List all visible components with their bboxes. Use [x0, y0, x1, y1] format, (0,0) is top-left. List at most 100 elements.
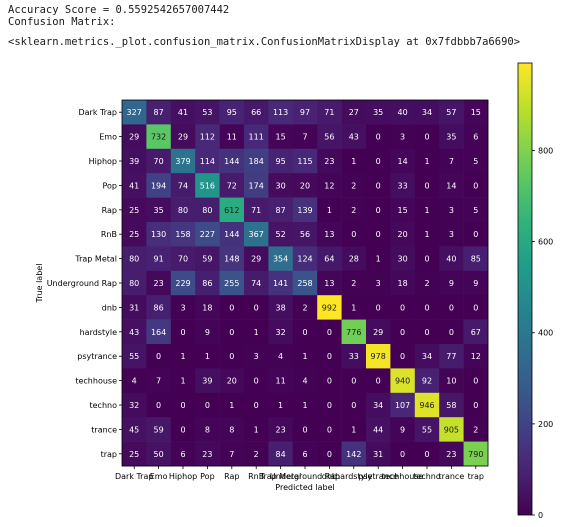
heatmap-cell	[244, 173, 269, 198]
cell-value-label: 516	[200, 181, 215, 190]
cell-value-label: 52	[276, 230, 286, 239]
heatmap-cell	[170, 392, 196, 418]
cell-value-label: 23	[154, 279, 164, 288]
heatmap-cell	[414, 270, 440, 296]
heatmap-cell	[170, 173, 196, 198]
cell-value-label: 97	[300, 108, 310, 117]
heatmap-cell	[463, 441, 489, 467]
heatmap-cell	[244, 246, 269, 272]
heatmap-cell	[317, 124, 342, 150]
cell-value-label: 0	[400, 328, 405, 337]
colorbar-tick-label: 600	[538, 238, 553, 247]
cell-value-label: 327	[127, 108, 142, 117]
y-tick-label: techhouse	[75, 377, 117, 386]
heatmap-cell	[170, 319, 196, 345]
heatmap-cell	[463, 173, 489, 198]
cell-value-label: 56	[324, 133, 334, 142]
cell-value-label: 40	[398, 108, 408, 117]
cell-value-label: 0	[205, 401, 210, 410]
cell-value-label: 11	[276, 377, 286, 386]
heatmap-cell	[219, 417, 245, 442]
heatmap-cell	[170, 124, 196, 150]
heatmap-cell	[219, 222, 245, 247]
heatmap-cell	[195, 441, 220, 467]
cell-value-label: 4	[302, 377, 307, 386]
cell-value-label: 612	[224, 206, 239, 215]
cell-value-label: 0	[229, 352, 234, 361]
cell-value-label: 11	[227, 133, 237, 142]
cell-value-label: 144	[224, 157, 239, 166]
cell-value-label: 0	[254, 401, 259, 410]
heatmap-cell	[195, 124, 220, 150]
cell-value-label: 45	[129, 425, 139, 434]
cell-value-label: 229	[175, 279, 190, 288]
cell-value-label: 14	[446, 181, 456, 190]
heatmap-cell	[170, 148, 196, 174]
cell-value-label: 255	[224, 279, 239, 288]
cell-value-label: 85	[471, 255, 481, 264]
cell-value-label: 55	[422, 425, 432, 434]
cell-value-label: 15	[276, 133, 286, 142]
cell-value-label: 0	[424, 133, 429, 142]
heatmap-cell	[146, 222, 172, 247]
cell-value-label: 0	[424, 303, 429, 312]
heatmap-cell	[292, 319, 318, 345]
heatmap-cell	[195, 392, 220, 418]
cell-value-label: 15	[398, 206, 408, 215]
cell-value-label: 0	[400, 352, 405, 361]
cell-value-label: 35	[446, 133, 456, 142]
heatmap-cell	[244, 344, 269, 369]
cell-value-label: 3	[376, 279, 381, 288]
heatmap-cell	[390, 392, 416, 418]
y-tick-label: Emo	[99, 133, 117, 142]
x-tick-label: Hiphop	[169, 472, 197, 481]
cell-value-label: 14	[398, 157, 408, 166]
heatmap-cell	[390, 100, 416, 125]
heatmap-cell	[146, 197, 172, 223]
heatmap-cell	[170, 100, 196, 125]
cell-value-label: 124	[297, 255, 312, 264]
heatmap-cell	[463, 319, 489, 345]
heatmap-cell	[195, 173, 220, 198]
cell-value-label: 174	[249, 181, 264, 190]
cell-value-label: 80	[129, 255, 139, 264]
heatmap-cell	[439, 392, 464, 418]
cell-value-label: 13	[324, 279, 334, 288]
heatmap-cell	[268, 392, 294, 418]
cell-value-label: 29	[178, 133, 188, 142]
y-tick-label: RnB	[101, 230, 117, 239]
cell-value-label: 50	[154, 450, 164, 459]
heatmap-cell	[317, 197, 342, 223]
heatmap-cell	[341, 417, 367, 442]
colorbar	[517, 62, 533, 516]
cell-value-label: 70	[154, 157, 164, 166]
cell-value-label: 114	[200, 157, 215, 166]
heatmap-cell	[292, 392, 318, 418]
cell-value-label: 72	[227, 181, 237, 190]
heatmap-cell	[122, 441, 147, 467]
heatmap-cell	[439, 124, 464, 150]
heatmap-cell	[463, 392, 489, 418]
cell-value-label: 95	[227, 108, 237, 117]
cell-value-label: 30	[276, 181, 286, 190]
cell-value-label: 12	[471, 352, 481, 361]
heatmap-cell	[292, 417, 318, 442]
cell-value-label: 0	[400, 450, 405, 459]
cell-value-label: 18	[202, 303, 212, 312]
cell-value-label: 53	[202, 108, 212, 117]
cell-value-label: 1	[424, 157, 429, 166]
cell-value-label: 74	[251, 279, 261, 288]
cell-value-label: 0	[473, 377, 478, 386]
heatmap-cell	[317, 270, 342, 296]
heatmap-cell	[268, 270, 294, 296]
heatmap-cell	[244, 441, 269, 467]
cell-value-label: 0	[376, 133, 381, 142]
heatmap-cell	[170, 270, 196, 296]
cell-value-label: 39	[202, 377, 212, 386]
cell-value-label: 0	[424, 255, 429, 264]
heatmap-cell	[366, 319, 391, 345]
y-tick-label: trap	[101, 450, 117, 459]
cell-value-label: 8	[229, 425, 234, 434]
heatmap-cell	[219, 197, 245, 223]
cell-value-label: 9	[400, 425, 405, 434]
